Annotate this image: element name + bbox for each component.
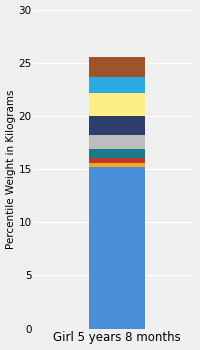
Bar — [89, 163, 145, 167]
Bar — [89, 116, 145, 135]
Bar — [89, 159, 145, 163]
Y-axis label: Percentile Weight in Kilograms: Percentile Weight in Kilograms — [6, 89, 16, 249]
Bar — [89, 149, 145, 159]
Bar — [89, 135, 145, 149]
Bar — [89, 57, 145, 77]
Bar — [89, 77, 145, 92]
Bar — [89, 92, 145, 116]
Bar — [89, 167, 145, 329]
